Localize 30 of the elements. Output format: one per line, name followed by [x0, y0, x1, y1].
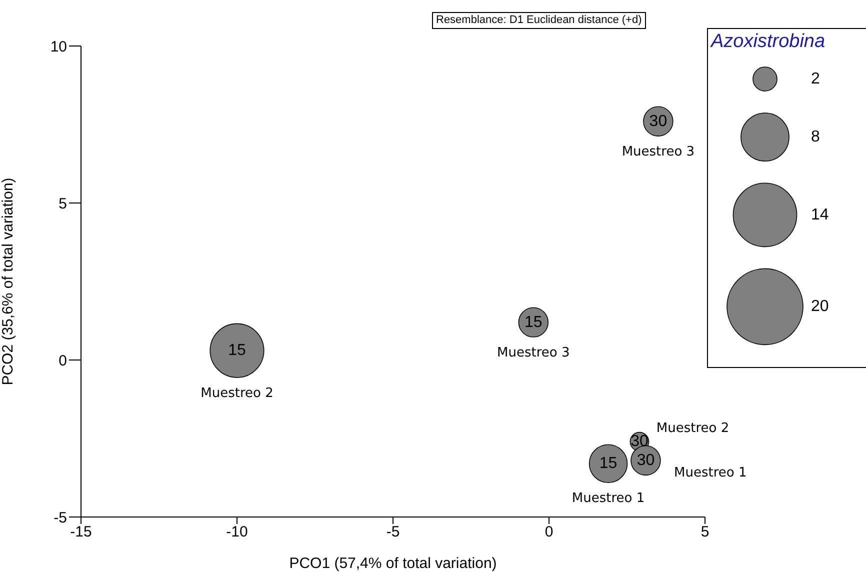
- legend-label: 8: [811, 128, 820, 146]
- legend-label: 14: [811, 206, 829, 224]
- x-tick-label: -10: [226, 524, 248, 541]
- annotation: 15: [599, 455, 618, 472]
- size-legend: Azoxistrobina 2 8 14 20: [707, 28, 866, 368]
- annotation: Muestreo 3: [622, 144, 695, 160]
- legend-label: 20: [811, 298, 829, 316]
- annotation: Muestreo 2: [656, 420, 730, 436]
- annotation: Muestreo 1: [674, 466, 747, 481]
- annotation: 30: [649, 112, 668, 130]
- y-tick-label: 0: [58, 352, 67, 370]
- annotation: 30: [630, 433, 648, 450]
- x-tick-label: 5: [700, 524, 710, 541]
- annotation: 30: [636, 452, 655, 469]
- x-tick-label: -15: [70, 524, 92, 541]
- y-tick-label: -5: [54, 509, 67, 526]
- y-tick-label: 5: [58, 195, 67, 212]
- legend-label: 2: [811, 70, 820, 88]
- x-tick-label: -5: [386, 524, 400, 541]
- x-tick-label: 0: [544, 524, 554, 541]
- annotation: Muestreo 1: [572, 491, 645, 506]
- annotation: Muestreo 2: [200, 386, 274, 401]
- x-axis-title: PCO1 (57,4% of total variation): [289, 555, 497, 572]
- y-axis-title: PCO2 (35,6% of total variation): [0, 178, 16, 386]
- legend-title: Azoxistrobina: [709, 30, 826, 53]
- annotation: 15: [228, 342, 246, 360]
- annotation: Muestreo 3: [497, 346, 570, 361]
- text: Resemblance: D1 Euclidean distance (+d): [432, 12, 646, 29]
- annotation: 15: [524, 314, 542, 331]
- y-tick-label: 10: [50, 38, 67, 56]
